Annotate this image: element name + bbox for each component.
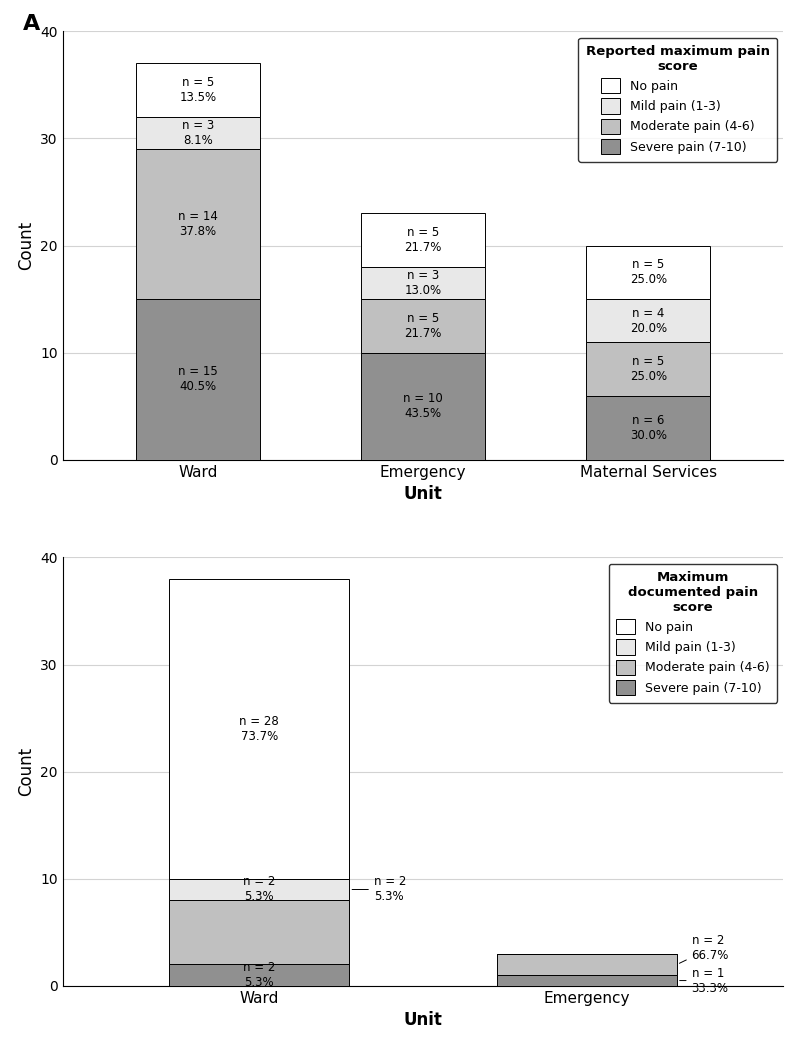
Bar [586,342,710,395]
Text: n = 6
30.0%: n = 6 30.0% [630,414,666,441]
Bar [361,213,485,267]
Text: n = 2
5.3%: n = 2 5.3% [352,876,406,904]
Text: n = 10
43.5%: n = 10 43.5% [403,392,443,420]
Text: n = 5
13.5%: n = 5 13.5% [179,76,216,105]
Text: n = 5
21.7%: n = 5 21.7% [404,226,442,254]
Bar [497,954,677,975]
X-axis label: Unit: Unit [403,1011,442,1029]
Y-axis label: Count: Count [17,747,34,796]
Legend: No pain, Mild pain (1-3), Moderate pain (4-6), Severe pain (7-10): No pain, Mild pain (1-3), Moderate pain … [609,564,777,703]
Text: n = 5
25.0%: n = 5 25.0% [630,355,666,383]
Text: n = 1
33.3%: n = 1 33.3% [680,967,729,995]
Bar [169,879,350,901]
Text: n = 4
20.0%: n = 4 20.0% [630,306,666,335]
X-axis label: Unit: Unit [403,485,442,503]
Bar [136,150,260,299]
Text: n = 14
37.8%: n = 14 37.8% [178,210,218,238]
Bar [361,299,485,353]
Bar [586,246,710,299]
Y-axis label: Count: Count [17,221,34,270]
Text: A: A [23,15,40,35]
Text: n = 5
21.7%: n = 5 21.7% [404,312,442,340]
Bar [586,299,710,342]
Bar [169,901,350,964]
Bar [169,964,350,986]
Bar [136,299,260,460]
Bar [497,975,677,986]
Text: n = 15
40.5%: n = 15 40.5% [178,365,218,393]
Text: n = 2
66.7%: n = 2 66.7% [679,934,729,963]
Text: n = 5
25.0%: n = 5 25.0% [630,258,666,287]
Text: n = 2
5.3%: n = 2 5.3% [243,961,275,990]
Bar [361,353,485,460]
Bar [586,395,710,460]
Bar [136,117,260,150]
Bar [136,64,260,117]
Text: n = 28
73.7%: n = 28 73.7% [239,714,279,743]
Bar [169,578,350,879]
Legend: No pain, Mild pain (1-3), Moderate pain (4-6), Severe pain (7-10): No pain, Mild pain (1-3), Moderate pain … [578,38,777,161]
Text: n = 3
8.1%: n = 3 8.1% [182,119,214,147]
Text: n = 2
5.3%: n = 2 5.3% [243,876,275,904]
Text: n = 3
13.0%: n = 3 13.0% [405,269,442,297]
Bar [361,267,485,299]
